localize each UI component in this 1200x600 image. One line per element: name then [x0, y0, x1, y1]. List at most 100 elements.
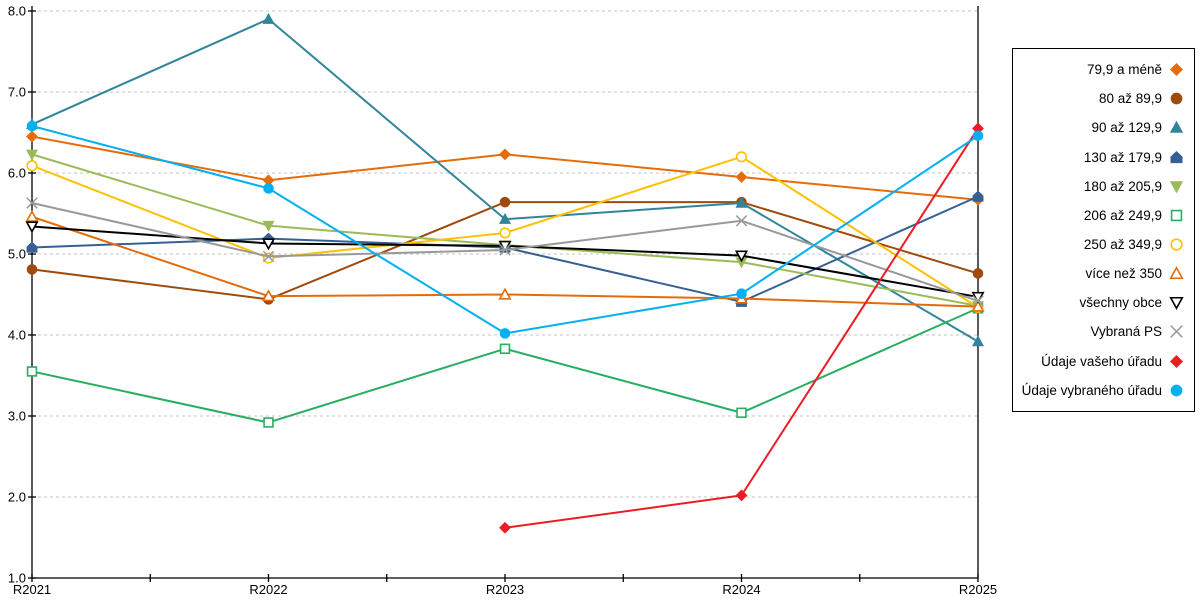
- legend-label: 250 až 349,9: [1083, 237, 1162, 253]
- x-marker: [26, 197, 38, 209]
- triangle-up-marker: [262, 12, 275, 24]
- legend-label: Údaje vybraného úřadu: [1021, 382, 1162, 398]
- legend-marker-icon: [1169, 266, 1184, 280]
- legend-label: Vybraná PS: [1090, 324, 1162, 340]
- legend-label: 79,9 a méně: [1086, 62, 1162, 78]
- legend-item[interactable]: 90 až 129,9: [1013, 116, 1194, 140]
- x-tick-label: R2022: [249, 582, 287, 597]
- legend-label: 130 až 179,9: [1083, 149, 1162, 165]
- legend-label: 90 až 129,9: [1091, 120, 1162, 136]
- triangle-up-marker: [498, 287, 512, 300]
- x-tick-label: R2025: [959, 582, 997, 597]
- legend-item[interactable]: 180 až 205,9: [1013, 174, 1194, 198]
- circle-marker: [26, 120, 38, 132]
- x-marker: [735, 215, 748, 227]
- circle-marker: [499, 328, 511, 339]
- triangle-up-marker: [971, 299, 985, 312]
- triangle-up-marker: [25, 209, 39, 222]
- legend-item[interactable]: více než 350: [1013, 262, 1194, 286]
- legend-label: více než 350: [1085, 266, 1162, 282]
- triangle-down-marker: [734, 250, 749, 263]
- legend-item[interactable]: 206 až 249,9: [1013, 203, 1194, 227]
- legend-item[interactable]: 130 až 179,9: [1013, 145, 1194, 169]
- x-tick-label: R2023: [486, 582, 524, 597]
- diamond-marker: [735, 171, 748, 183]
- y-tick-label: 7.0: [8, 85, 26, 100]
- legend-marker-icon: [1169, 180, 1184, 194]
- diamond-marker: [1169, 63, 1184, 77]
- triangle-down-marker: [262, 220, 275, 232]
- square-marker: [26, 366, 38, 377]
- circle-marker: [499, 196, 511, 208]
- series-10: [26, 197, 984, 307]
- legend-item[interactable]: 80 až 89,9: [1013, 87, 1194, 111]
- x-marker: [972, 295, 984, 307]
- triangle-up-marker: [1169, 266, 1184, 280]
- triangle-down-marker: [1169, 297, 1184, 311]
- circle-marker: [26, 160, 38, 172]
- circle-marker: [1170, 238, 1183, 251]
- y-tick-label: 4.0: [8, 328, 26, 343]
- circle-marker: [1170, 384, 1183, 397]
- triangle-up-marker: [971, 335, 985, 347]
- legend-marker-icon: [1169, 354, 1184, 368]
- circle-marker: [972, 130, 984, 142]
- house-marker: [26, 241, 38, 253]
- circle-marker: [26, 264, 38, 275]
- x-tick-label: R2024: [722, 582, 760, 597]
- triangle-up-marker: [498, 212, 512, 224]
- series-line: [504, 127, 979, 529]
- square-marker: [499, 343, 511, 354]
- square-marker: [263, 417, 274, 428]
- legend-item[interactable]: 250 až 349,9: [1013, 233, 1194, 257]
- legend-marker-icon: [1170, 238, 1183, 251]
- legend-marker-icon: [1170, 150, 1183, 163]
- legend-marker-icon: [1170, 92, 1183, 105]
- triangle-down-marker: [25, 149, 39, 161]
- diamond-marker: [735, 489, 748, 502]
- diamond-marker: [499, 148, 511, 161]
- circle-marker: [1170, 92, 1183, 105]
- legend-marker-icon: [1170, 209, 1183, 222]
- legend-item[interactable]: 79,9 a méně: [1013, 58, 1194, 82]
- legend-label: Údaje vašeho úřadu: [1041, 353, 1162, 369]
- diamond-marker: [26, 130, 38, 143]
- legend-label: 206 až 249,9: [1083, 207, 1162, 223]
- y-tick-label: 5.0: [8, 247, 26, 262]
- house-marker: [1170, 150, 1183, 163]
- series-line: [31, 307, 979, 424]
- legend-item[interactable]: Údaje vašeho úřadu: [1013, 349, 1194, 373]
- triangle-up-marker: [735, 196, 748, 208]
- circle-marker: [263, 183, 274, 194]
- triangle-up-marker: [261, 289, 276, 302]
- x-marker: [1170, 325, 1183, 339]
- legend-item[interactable]: Údaje vybraného úřadu: [1013, 378, 1194, 402]
- series-1: [26, 130, 984, 206]
- diamond-marker: [1169, 354, 1184, 368]
- legend-label: všechny obce: [1079, 295, 1162, 311]
- circle-marker: [735, 151, 748, 163]
- series-11: [499, 122, 984, 534]
- legend-marker-icon: [1170, 384, 1183, 397]
- legend-item[interactable]: všechny obce: [1013, 291, 1194, 315]
- legend-marker-icon: [1170, 325, 1183, 339]
- legend-label: 80 až 89,9: [1098, 91, 1162, 107]
- legend-marker-icon: [1169, 63, 1184, 77]
- circle-marker: [736, 288, 747, 299]
- series-6: [26, 303, 984, 428]
- triangle-down-marker: [1169, 180, 1184, 194]
- triangle-down-marker: [261, 238, 276, 251]
- square-marker: [736, 407, 747, 418]
- series-line: [31, 135, 979, 201]
- circle-marker: [972, 268, 984, 279]
- legend-marker-icon: [1169, 297, 1184, 311]
- house-marker: [972, 190, 984, 202]
- chart-legend: 79,9 a méně 80 až 89,9 90 až 129,9 130 až 1…: [1012, 48, 1195, 412]
- square-marker: [1170, 209, 1183, 222]
- legend-item[interactable]: Vybraná PS: [1013, 320, 1194, 344]
- circle-marker: [499, 227, 511, 239]
- triangle-up-marker: [1169, 121, 1184, 134]
- legend-label: 180 až 205,9: [1083, 178, 1162, 194]
